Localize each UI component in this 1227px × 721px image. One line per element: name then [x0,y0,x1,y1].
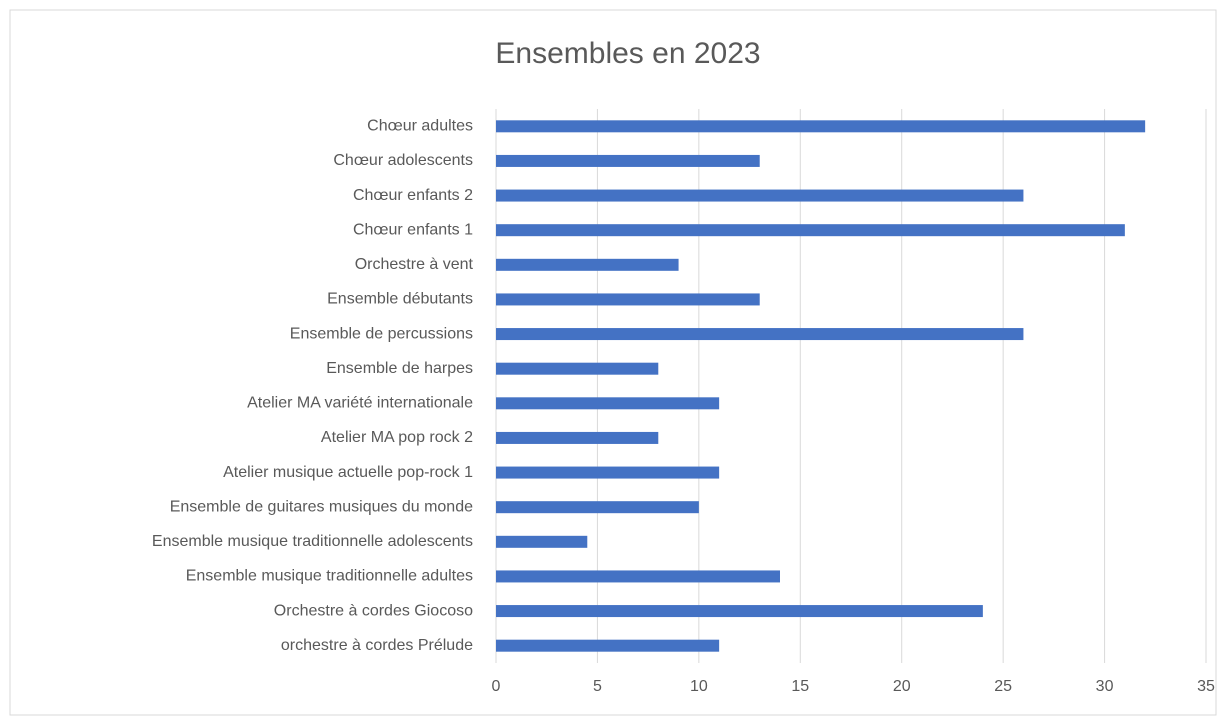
y-tick-label: Chœur adolescents [333,152,473,169]
y-tick-label: Chœur enfants 2 [353,187,473,204]
x-tick-label: 15 [791,678,809,695]
bar [496,466,720,479]
bar [496,224,1125,237]
y-tick-label: Ensemble musique traditionnelle adultes [186,568,473,585]
y-tick-label: Atelier musique actuelle pop-rock 1 [223,464,473,481]
y-tick-label: Orchestre à cordes Giocoso [274,602,473,619]
y-tick-label: Ensemble de percussions [290,325,473,342]
bar [496,362,659,375]
y-tick-label: Atelier MA pop rock 2 [321,429,473,446]
x-tick-label: 35 [1197,678,1215,695]
bar [496,397,720,410]
y-tick-label: Chœur adultes [367,118,473,135]
y-tick-label: Atelier MA variété internationale [247,395,473,412]
bar [496,501,699,514]
chart-title: Ensembles en 2023 [495,37,760,70]
y-tick-label: Ensemble de harpes [326,360,473,377]
x-tick-label: 5 [593,678,602,695]
x-tick-label: 20 [893,678,911,695]
y-tick-label: orchestre à cordes Prélude [281,637,473,654]
bar [496,431,659,444]
bar [496,293,760,306]
y-tick-label: Ensemble de guitares musiques du monde [170,498,473,515]
y-tick-label: Ensemble débutants [327,291,473,308]
bar [496,154,760,167]
x-tick-label: 25 [994,678,1012,695]
y-tick-label: Chœur enfants 1 [353,221,473,238]
y-tick-label: Orchestre à vent [355,256,474,273]
y-tick-label: Ensemble musique traditionnelle adolesce… [152,533,473,550]
bar [496,605,983,618]
bar [496,570,780,583]
x-tick-label: 30 [1096,678,1114,695]
bar [496,189,1024,202]
bar [496,258,679,271]
bar [496,328,1024,341]
x-tick-label: 10 [690,678,708,695]
bar [496,535,588,548]
x-tick-label: 0 [492,678,501,695]
bar [496,120,1146,133]
bar [496,639,720,652]
